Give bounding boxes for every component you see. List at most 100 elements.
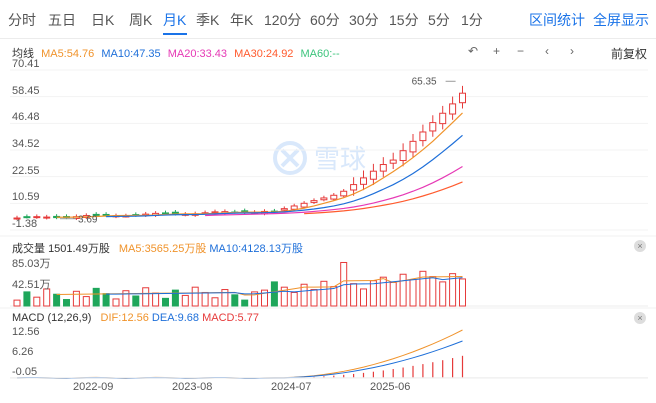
price-axis-label: 34.52 <box>12 137 40 150</box>
volume-bar <box>241 299 249 307</box>
tab-wuri[interactable]: 五日 <box>48 12 76 28</box>
tab-1min[interactable]: 1分 <box>461 12 483 28</box>
candle <box>261 210 268 215</box>
tab-zhouk[interactable]: 周K <box>129 12 153 28</box>
tab-120min[interactable]: 120分 <box>264 12 302 28</box>
candle <box>201 212 209 215</box>
price-axis-label: 22.55 <box>12 164 40 177</box>
price-axis-label: 70.41 <box>12 58 40 70</box>
volume-bar <box>459 278 466 307</box>
volume-bar <box>310 289 318 307</box>
candle <box>211 211 219 214</box>
macd-dif: DIF:12.56 <box>100 312 149 324</box>
volume-bar <box>33 296 41 307</box>
ma20-label: MA20:33.43 <box>167 48 228 60</box>
x-label-2023-08: 2023-08 <box>172 381 213 393</box>
volume-header: 成交量 1501.49万股 MA5:3565.25万股 MA10:4128.13… <box>12 240 303 256</box>
candle <box>300 202 308 208</box>
volume-bar <box>290 291 298 307</box>
volume-bar <box>162 297 169 307</box>
tab-niank[interactable]: 年K <box>230 12 254 28</box>
adjust-mode-select[interactable]: 前复权 <box>611 47 648 61</box>
volume-bar <box>251 291 259 307</box>
dif-line <box>16 329 463 379</box>
candle <box>53 215 61 219</box>
tab-rik[interactable]: 日K <box>91 12 115 28</box>
volume-bar <box>350 283 358 307</box>
candle <box>409 140 417 153</box>
candle <box>72 216 80 219</box>
candle <box>231 211 239 214</box>
candle <box>429 122 437 132</box>
tab-jik[interactable]: 季K <box>196 12 220 28</box>
tab-15min[interactable]: 15分 <box>389 12 419 28</box>
candle <box>122 215 130 218</box>
volume-bar <box>23 291 31 307</box>
zoom-in-icon[interactable]: + <box>493 44 501 58</box>
fullscreen-link[interactable]: 全屏显示 <box>593 12 649 28</box>
volume-bar <box>261 289 268 307</box>
high-annotation: 65.35 <box>412 76 437 87</box>
undo-icon[interactable]: ↶ <box>468 44 479 58</box>
tab-30min[interactable]: 30分 <box>349 12 379 28</box>
volume-bar <box>53 293 61 307</box>
close-macd-icon[interactable]: × <box>634 312 646 324</box>
candle <box>152 212 160 216</box>
candle <box>340 190 348 197</box>
range-stats-link[interactable]: 区间统计 <box>529 12 585 28</box>
volume-bar <box>369 280 377 307</box>
candle <box>162 212 169 215</box>
macd-dea: DEA:9.68 <box>151 312 200 324</box>
ma10-label: MA10:47.35 <box>101 48 161 60</box>
candle <box>290 205 298 210</box>
candle <box>350 184 358 191</box>
volume-bar <box>191 286 199 307</box>
volume-bar <box>152 292 160 307</box>
next-icon[interactable]: › <box>570 44 574 58</box>
volume-bar <box>231 294 239 307</box>
xueqiu-watermark-logo: 雪球 <box>272 138 382 183</box>
volume-bar <box>171 289 179 307</box>
candle <box>399 150 407 161</box>
prev-icon[interactable]: ‹ <box>545 44 549 58</box>
candle <box>439 112 447 125</box>
volume-axis-top: 85.03万 <box>12 258 51 270</box>
candle <box>112 215 120 218</box>
tab-5min[interactable]: 5分 <box>428 12 450 28</box>
volume-axis-mid: 42.51万 <box>12 279 51 291</box>
volume-title: 成交量 <box>12 243 45 255</box>
volume-bar <box>419 270 427 307</box>
candle <box>92 213 100 216</box>
dea-line <box>16 340 463 379</box>
candle <box>459 92 466 104</box>
volume-bar <box>92 287 100 307</box>
candle <box>221 211 229 214</box>
volume-bar <box>389 281 397 307</box>
candle <box>43 216 51 219</box>
close-volume-icon[interactable]: × <box>634 240 646 252</box>
tab-60min[interactable]: 60分 <box>310 12 340 28</box>
ma30-line <box>304 181 463 215</box>
macd-value: MACD:5.77 <box>202 312 259 324</box>
candle <box>241 210 249 214</box>
ma-title: 均线 <box>12 48 34 60</box>
price-axis-label: 46.48 <box>12 111 40 124</box>
tab-fenshi[interactable]: 分时 <box>8 12 36 28</box>
volume-ma5: MA5:3565.25万股 <box>118 243 207 255</box>
volume-bar <box>360 288 367 307</box>
volume-bar <box>102 293 110 307</box>
volume-ma10-line <box>106 277 463 295</box>
volume-bar <box>132 295 140 307</box>
candle <box>181 213 189 216</box>
volume-bar <box>399 273 407 307</box>
tab-yuek[interactable]: 月K <box>163 12 187 28</box>
candle <box>102 213 110 216</box>
volume-bar <box>181 294 189 307</box>
volume-ma10: MA10:4128.13万股 <box>209 243 303 255</box>
candle <box>132 214 140 217</box>
period-tabs: 分时 五日 日K 周K 月K 季K 年K 120分 60分 30分 15分 5分… <box>0 0 656 39</box>
volume-bar <box>379 276 387 307</box>
zoom-out-icon[interactable]: − <box>517 44 525 58</box>
svg-text:雪球: 雪球 <box>314 144 366 174</box>
candle <box>142 213 150 216</box>
